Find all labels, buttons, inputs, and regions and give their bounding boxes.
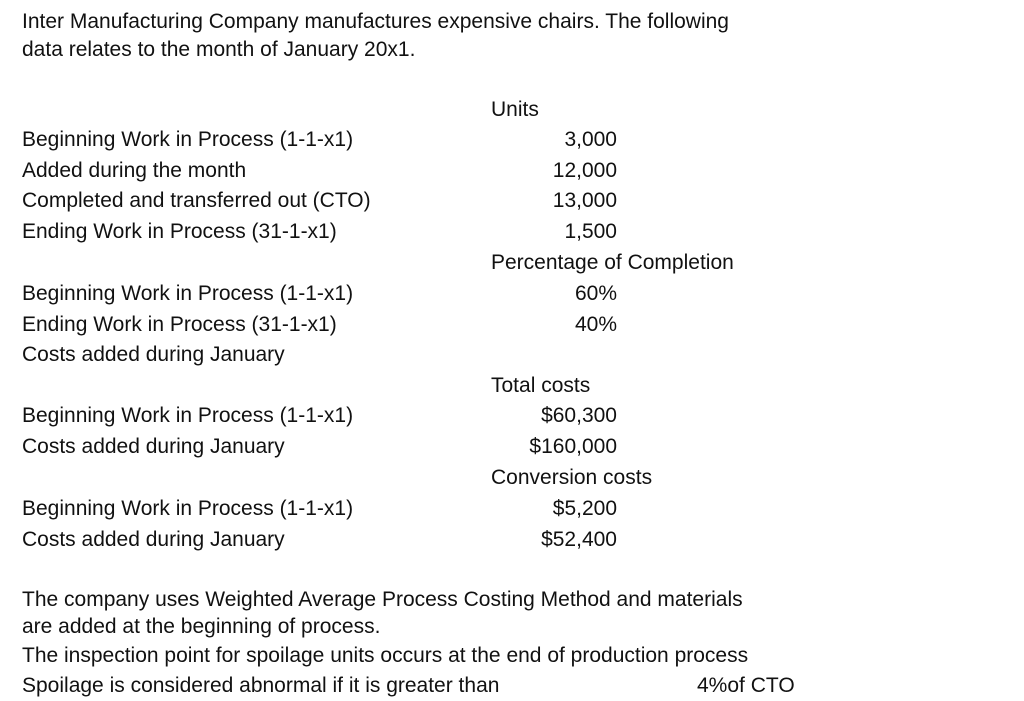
- row-label: Completed and transferred out (CTO): [22, 189, 371, 212]
- row-value: $160,000: [529, 435, 617, 458]
- row-label: Costs added during January: [22, 435, 285, 458]
- row-label: Costs added during January: [22, 343, 285, 366]
- row-label: Ending Work in Process (31-1-x1): [22, 313, 337, 336]
- row-label: Beginning Work in Process (1-1-x1): [22, 497, 354, 520]
- row-value: $5,200: [552, 497, 617, 520]
- row-value: 40%: [574, 313, 617, 336]
- row-value: 3,000: [564, 128, 617, 151]
- spoilage-threshold: 4%of CTO: [697, 674, 795, 697]
- spoilage-text: Spoilage is considered abnormal if it is…: [22, 674, 500, 697]
- section-heading: Units: [491, 98, 539, 121]
- row-label: Beginning Work in Process (1-1-x1): [22, 128, 354, 151]
- note-line: The company uses Weighted Average Proces…: [22, 588, 743, 611]
- section-heading: Total costs: [491, 374, 591, 397]
- row-label: Ending Work in Process (31-1-x1): [22, 220, 337, 243]
- row-label: Beginning Work in Process (1-1-x1): [22, 404, 354, 427]
- row-value: 12,000: [552, 159, 617, 182]
- row-label: Costs added during January: [22, 528, 285, 551]
- row-value: 60%: [574, 282, 617, 305]
- note-line: The inspection point for spoilage units …: [22, 644, 749, 667]
- row-value: $52,400: [541, 528, 617, 551]
- intro-line: data relates to the month of January 20x…: [22, 38, 416, 61]
- note-line: are added at the beginning of process.: [22, 615, 381, 638]
- row-value: $60,300: [541, 404, 617, 427]
- row-label: Added during the month: [22, 159, 247, 182]
- row-label: Beginning Work in Process (1-1-x1): [22, 282, 354, 305]
- row-value: 1,500: [564, 220, 617, 243]
- section-heading: Conversion costs: [491, 466, 653, 489]
- row-value: 13,000: [552, 189, 617, 212]
- section-heading: Percentage of Completion: [491, 251, 734, 274]
- intro-line: Inter Manufacturing Company manufactures…: [22, 10, 729, 33]
